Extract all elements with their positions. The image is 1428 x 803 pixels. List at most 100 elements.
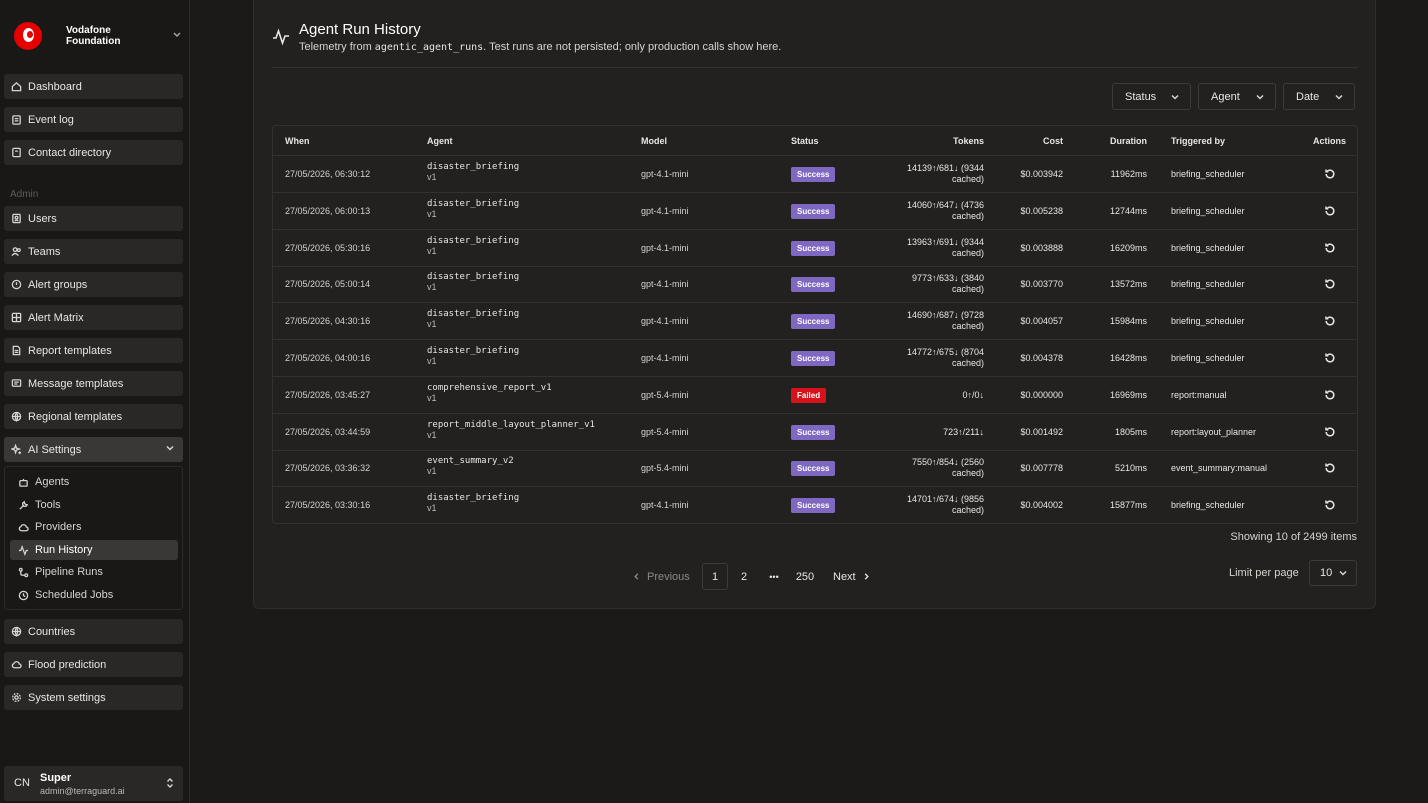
limit-per-page-select[interactable]: 10 (1309, 560, 1357, 586)
sidebar-item-alert-matrix[interactable]: Alert Matrix (4, 305, 183, 330)
sidebar-item-countries[interactable]: Countries (4, 619, 183, 644)
sidebar-item-alert-groups[interactable]: Alert groups (4, 272, 183, 297)
cell-model: gpt-4.1-mini (641, 316, 689, 327)
cell-agent: disaster_briefing v1 (427, 162, 519, 182)
status-badge: Success (791, 351, 836, 366)
sidebar-item-flood-prediction[interactable]: Flood prediction (4, 652, 183, 677)
cell-tokens: 14772↑/675↓ (8704 cached) (906, 347, 984, 368)
sidebar-subitem-agents[interactable]: Agents (10, 472, 178, 492)
pagination-ellipsis: ••• (769, 571, 779, 582)
sidebar-subitem-providers[interactable]: Providers (10, 517, 178, 537)
bot-icon (17, 476, 29, 488)
page-2-button[interactable]: 2 (740, 570, 748, 583)
agent-name: disaster_briefing (427, 346, 520, 356)
cell-triggered-by: briefing_scheduler (1171, 353, 1245, 363)
sidebar-item-ai-settings[interactable]: AI Settings (4, 437, 183, 462)
sidebar-subitem-run-history[interactable]: Run History (10, 540, 178, 560)
cell-agent: disaster_briefing v1 (427, 236, 519, 256)
file-icon (10, 345, 22, 357)
table-row: 27/05/2026, 03:45:27 comprehensive_report… (273, 377, 1357, 414)
sidebar-item-users[interactable]: Users (4, 206, 183, 231)
rerun-icon[interactable] (1324, 462, 1336, 477)
column-tokens: Tokens (953, 136, 984, 146)
agent-name: disaster_briefing (427, 309, 520, 320)
cell-triggered-by: briefing_scheduler (1171, 205, 1245, 216)
cell-triggered-by: briefing_scheduler (1171, 279, 1245, 290)
column-model: Model (641, 136, 667, 146)
status-badge: Success (791, 203, 836, 219)
sidebar-subitem-pipeline-runs[interactable]: Pipeline Runs (10, 562, 178, 582)
next-page-button[interactable]: Next (833, 563, 871, 590)
table-row: 27/05/2026, 04:00:16 disaster_briefing v1 g… (273, 340, 1357, 377)
chevron-down-icon (1170, 92, 1180, 105)
chevron-down-icon (172, 28, 182, 42)
rerun-icon[interactable] (1324, 499, 1336, 514)
home-icon (10, 81, 22, 93)
cell-cost: $0.001492 (1020, 426, 1063, 437)
status-badge: Success (791, 498, 836, 514)
activity-icon (17, 544, 29, 556)
rerun-icon[interactable] (1324, 205, 1336, 220)
activity-icon (272, 28, 290, 49)
date-filter[interactable]: Date (1283, 83, 1355, 110)
rerun-icon[interactable] (1324, 315, 1336, 330)
cell-when: 27/05/2026, 03:44:59 (285, 426, 371, 437)
showing-count: Showing 10 of 2499 items (1230, 531, 1357, 543)
column-agent: Agent (427, 136, 453, 146)
cell-when: 27/05/2026, 05:30:16 (285, 242, 371, 253)
agent-name: comprehensive_report_v1 (427, 382, 552, 393)
cell-duration: 16209ms (1109, 242, 1147, 253)
sidebar-item-contact-directory[interactable]: Contact directory (4, 140, 183, 165)
sidebar-item-regional-templates[interactable]: Regional templates (4, 404, 183, 429)
rerun-icon[interactable] (1324, 168, 1336, 183)
cell-agent: disaster_briefing v1 (427, 199, 519, 219)
brand-switcher[interactable]: Vodafone Foundation (14, 18, 184, 54)
column-when: When (285, 136, 310, 146)
cell-agent: disaster_briefing v1 (427, 346, 519, 366)
sidebar-item-report-templates[interactable]: Report templates (4, 338, 183, 363)
table-row: 27/05/2026, 03:30:16 disaster_briefing v1 g… (273, 487, 1357, 523)
agent-name: report_middle_layout_planner_v1 (427, 419, 595, 430)
user-name: Super (40, 772, 72, 784)
agent-name: disaster_briefing (427, 493, 520, 504)
page-250-button[interactable]: 250 (795, 570, 815, 583)
cell-cost: $0.007778 (1020, 463, 1063, 474)
clipboard-icon (10, 114, 22, 126)
sparkles-icon (10, 444, 22, 456)
table-row: 27/05/2026, 03:36:32 event_summary_v2 v1 gp… (273, 450, 1357, 488)
status-filter[interactable]: Status (1112, 83, 1191, 110)
cell-when: 27/05/2026, 03:36:32 (285, 463, 371, 474)
page-1-button[interactable]: 1 (702, 563, 728, 590)
previous-page-button[interactable]: Previous (632, 563, 690, 590)
sidebar-item-dashboard[interactable]: Dashboard (4, 74, 183, 99)
cell-cost: $0.004002 (1020, 500, 1063, 511)
brand-name: Vodafone Foundation (66, 25, 121, 47)
cell-when: 27/05/2026, 04:30:16 (285, 316, 371, 327)
rerun-icon[interactable] (1324, 242, 1336, 257)
sidebar-item-system-settings[interactable]: System settings (4, 685, 183, 710)
sidebar-item-teams[interactable]: Teams (4, 239, 183, 264)
agent-name: disaster_briefing (427, 198, 520, 209)
workflow-icon (17, 566, 29, 578)
sidebar-subitem-scheduled-jobs[interactable]: Scheduled Jobs (10, 585, 178, 605)
cell-cost: $0.003888 (1020, 242, 1063, 253)
agent-filter[interactable]: Agent (1198, 83, 1276, 110)
user-menu[interactable]: CN Super admin@terraguard.ai (4, 766, 183, 801)
rerun-icon[interactable] (1324, 426, 1336, 441)
user-email: admin@terraguard.ai (40, 786, 125, 796)
chevron-down-icon (1334, 92, 1344, 105)
sidebar-item-event-log[interactable]: Event log (4, 107, 183, 132)
sidebar-item-message-templates[interactable]: Message templates (4, 371, 183, 396)
sidebar-subitem-tools[interactable]: Tools (10, 495, 178, 515)
rerun-icon[interactable] (1324, 278, 1336, 293)
cell-duration: 5210ms (1114, 463, 1147, 474)
ai-settings-submenu: Agents Tools Providers Run History Pipel… (4, 466, 183, 610)
cell-duration: 16969ms (1109, 389, 1147, 400)
cell-agent: disaster_briefing v1 (427, 272, 519, 292)
rerun-icon[interactable] (1324, 389, 1336, 404)
cell-model: gpt-4.1-mini (641, 205, 689, 216)
rerun-icon[interactable] (1324, 352, 1336, 367)
cell-model: gpt-4.1-mini (641, 279, 689, 290)
column-duration: Duration (1110, 136, 1147, 146)
cell-when: 27/05/2026, 06:00:13 (285, 205, 371, 216)
